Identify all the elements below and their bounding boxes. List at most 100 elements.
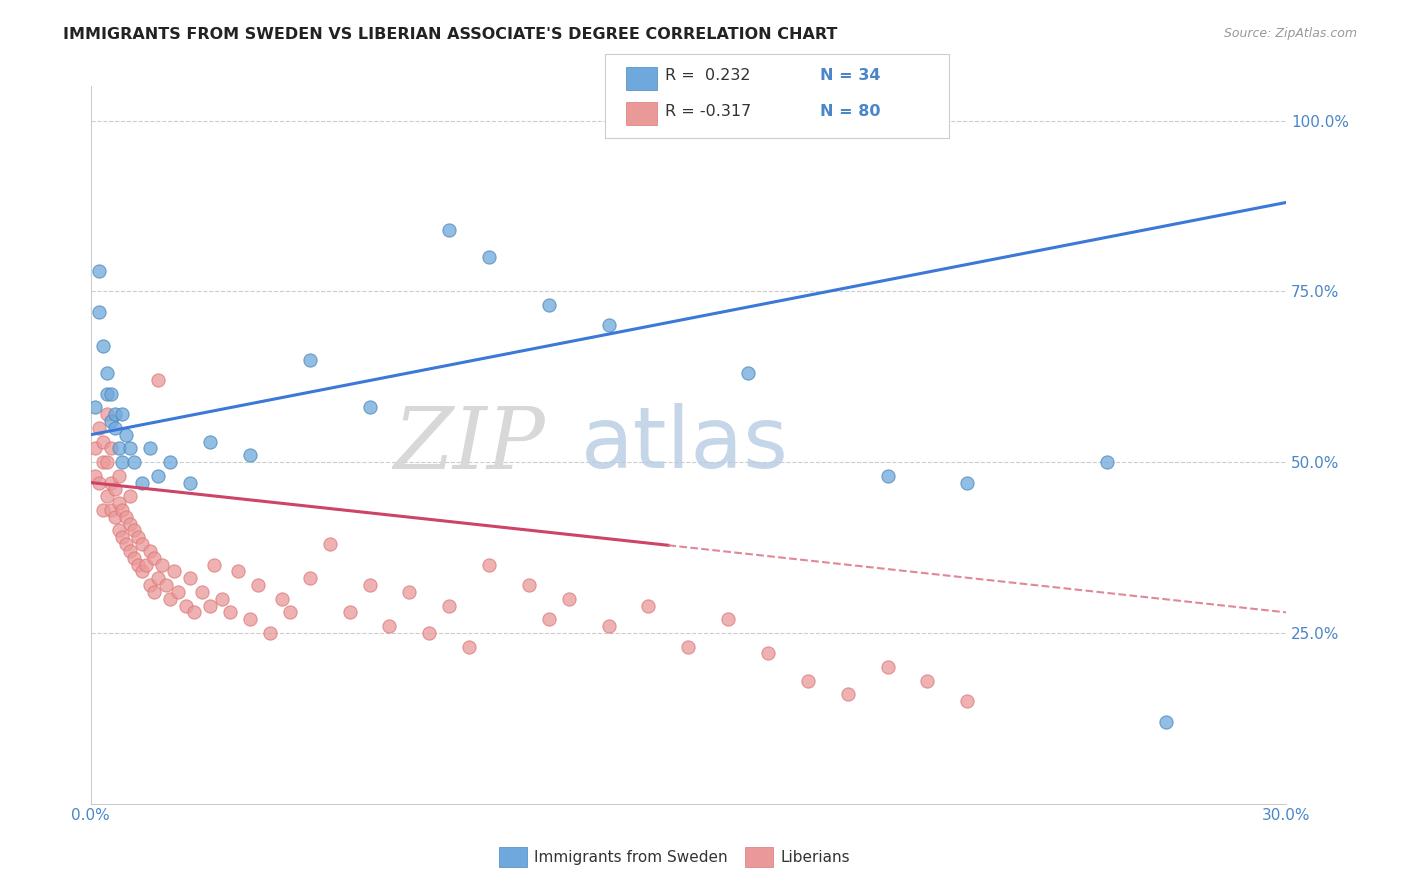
Point <box>378 619 401 633</box>
Point <box>87 264 110 278</box>
Point <box>239 448 262 462</box>
Point <box>876 660 898 674</box>
Point <box>139 442 162 456</box>
Point <box>458 640 481 654</box>
Point <box>83 468 105 483</box>
Point <box>637 599 659 613</box>
Point <box>956 475 979 490</box>
Point <box>131 565 153 579</box>
Point <box>100 442 122 456</box>
Point <box>837 687 859 701</box>
Text: ZIP: ZIP <box>392 404 546 486</box>
Point <box>298 352 321 367</box>
Text: N = 34: N = 34 <box>820 69 880 83</box>
Point <box>956 694 979 708</box>
Point <box>259 625 281 640</box>
Point <box>174 599 197 613</box>
Point <box>246 578 269 592</box>
Point <box>717 612 740 626</box>
Point <box>155 578 177 592</box>
Point <box>124 455 146 469</box>
Text: R = -0.317: R = -0.317 <box>665 104 751 119</box>
Point <box>148 571 170 585</box>
Point <box>100 386 122 401</box>
Point <box>111 503 134 517</box>
Point <box>143 585 166 599</box>
Point <box>100 475 122 490</box>
Point <box>107 524 129 538</box>
Point <box>111 407 134 421</box>
Point <box>115 427 138 442</box>
Point <box>103 421 125 435</box>
Text: Immigrants from Sweden: Immigrants from Sweden <box>534 850 728 864</box>
Point <box>111 530 134 544</box>
Point <box>179 571 201 585</box>
Point <box>96 489 118 503</box>
Point <box>517 578 540 592</box>
Point <box>120 544 142 558</box>
Point <box>91 434 114 449</box>
Point <box>298 571 321 585</box>
Point <box>107 468 129 483</box>
Point <box>183 605 205 619</box>
Point <box>318 537 340 551</box>
Point <box>418 625 440 640</box>
Point <box>96 455 118 469</box>
Point <box>278 605 301 619</box>
Point <box>87 475 110 490</box>
Point <box>1156 714 1178 729</box>
Point <box>917 673 939 688</box>
Point <box>131 537 153 551</box>
Point <box>678 640 700 654</box>
Point <box>876 468 898 483</box>
Point <box>179 475 201 490</box>
Point <box>478 250 501 264</box>
Point <box>359 578 381 592</box>
Point <box>159 591 181 606</box>
Point <box>191 585 214 599</box>
Point <box>96 407 118 421</box>
Point <box>797 673 820 688</box>
Point <box>598 318 620 333</box>
Point <box>150 558 173 572</box>
Point <box>211 591 233 606</box>
Point <box>103 483 125 497</box>
Point <box>83 442 105 456</box>
Point <box>270 591 292 606</box>
Point <box>478 558 501 572</box>
Point <box>598 619 620 633</box>
Point <box>198 599 221 613</box>
Point <box>83 401 105 415</box>
Point <box>135 558 157 572</box>
Point <box>737 366 759 380</box>
Point <box>198 434 221 449</box>
Point <box>1095 455 1118 469</box>
Point <box>127 558 149 572</box>
Point <box>558 591 581 606</box>
Point <box>537 612 560 626</box>
Text: Source: ZipAtlas.com: Source: ZipAtlas.com <box>1223 27 1357 40</box>
Text: atlas: atlas <box>581 403 789 486</box>
Text: Liberians: Liberians <box>780 850 851 864</box>
Point <box>96 386 118 401</box>
Point <box>107 496 129 510</box>
Point <box>439 223 461 237</box>
Point <box>120 516 142 531</box>
Point <box>96 366 118 380</box>
Point <box>115 509 138 524</box>
Point <box>103 407 125 421</box>
Point <box>87 305 110 319</box>
Point <box>219 605 242 619</box>
Point <box>148 373 170 387</box>
Point <box>537 298 560 312</box>
Point <box>339 605 361 619</box>
Point <box>163 565 186 579</box>
Text: R =  0.232: R = 0.232 <box>665 69 751 83</box>
Point <box>127 530 149 544</box>
Point <box>398 585 420 599</box>
Point <box>91 503 114 517</box>
Point <box>100 414 122 428</box>
Point <box>120 442 142 456</box>
Point <box>131 475 153 490</box>
Point <box>120 489 142 503</box>
